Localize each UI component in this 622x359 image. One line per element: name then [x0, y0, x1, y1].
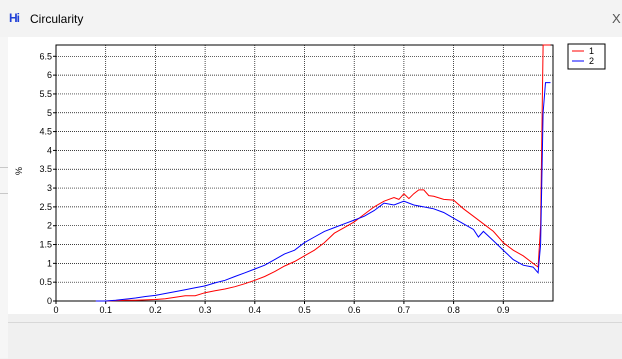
- series-1-line: [95, 44, 551, 302]
- left-background-strip: [0, 37, 8, 358]
- bottom-panel: [8, 322, 622, 359]
- y-tick-label: 6.5: [39, 51, 52, 61]
- circularity-chart: 0 0.1 0.2 0.3 0.4 0.5 0.6 0.7 0.8 0.9 0 0.5 1 1.5 2 2.5…: [14, 43, 606, 315]
- y-axis-label: %: [14, 167, 24, 175]
- title-bar[interactable]: Hi Circularity X: [0, 0, 622, 38]
- y-tick-label: 2.5: [39, 202, 52, 212]
- series-2-line: [95, 82, 551, 302]
- close-icon[interactable]: X: [612, 11, 621, 26]
- x-tick-label: 0.6: [348, 305, 361, 314]
- y-tick-label: 5.5: [39, 89, 52, 99]
- y-tick-label: 0.5: [39, 277, 52, 287]
- y-tick-label: 1.5: [39, 240, 52, 250]
- x-tick-label: 0.2: [149, 305, 162, 314]
- y-tick-label: 4.5: [39, 127, 52, 137]
- chart-area: 0 0.1 0.2 0.3 0.4 0.5 0.6 0.7 0.8 0.9 0 0.5 1 1.5 2 2.5…: [8, 37, 622, 315]
- y-tick-label: 3.5: [39, 164, 52, 174]
- x-tick-label: 0: [53, 305, 58, 314]
- x-tick-label: 0.8: [447, 305, 460, 314]
- x-tick-label: 0.3: [199, 305, 212, 314]
- background-divider: [0, 193, 8, 194]
- app-icon: Hi: [9, 11, 20, 25]
- x-tick-label: 0.4: [249, 305, 262, 314]
- y-tick-label: 4: [47, 145, 52, 155]
- x-tick-label: 0.5: [298, 305, 311, 314]
- y-tick-label: 2: [47, 221, 52, 231]
- y-tick-label: 0: [47, 296, 52, 306]
- y-tick-label: 5: [47, 108, 52, 118]
- x-tick-label: 0.9: [497, 305, 510, 314]
- legend-label-2: 2: [589, 56, 594, 66]
- background-divider: [0, 167, 8, 168]
- y-tick-label: 3: [47, 183, 52, 193]
- legend-label-1: 1: [589, 46, 594, 56]
- y-tick-label: 6: [47, 70, 52, 80]
- x-tick-label: 0.1: [99, 305, 112, 314]
- window-title: Circularity: [30, 12, 84, 26]
- legend-box: [567, 43, 606, 70]
- y-tick-label: 1: [47, 258, 52, 268]
- plot-frame: [55, 44, 554, 302]
- x-tick-label: 0.7: [398, 305, 411, 314]
